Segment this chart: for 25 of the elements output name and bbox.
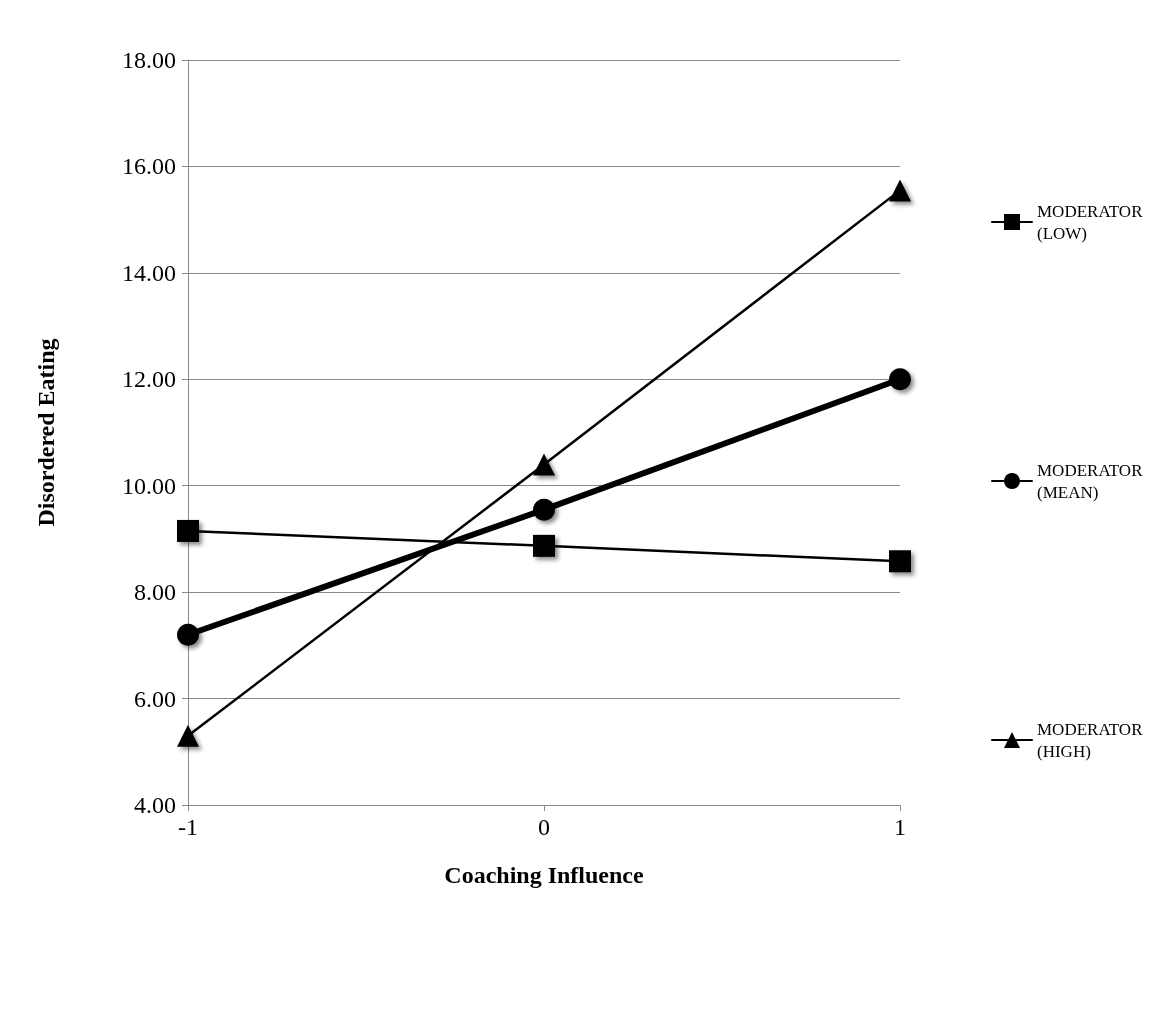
point (889, 550, 911, 573)
legend-label: MODERATOR (HIGH) (1037, 719, 1147, 761)
y-tick-label: 14.00 (122, 259, 176, 286)
x-tick-label: 1 (894, 814, 906, 840)
point (533, 453, 555, 476)
point (889, 179, 911, 202)
point (889, 368, 911, 391)
point (177, 623, 199, 646)
point (177, 724, 199, 747)
x-tick-label: -1 (178, 814, 198, 840)
y-tick-label: 10.00 (122, 472, 176, 499)
x-axis-title: Coaching Influence (444, 862, 645, 888)
y-axis-title: Disordered Eating (33, 338, 59, 527)
y-tick-label: 4.00 (134, 792, 176, 818)
point (177, 519, 199, 542)
y-tick-label: 6.00 (134, 685, 176, 712)
y-tick-label: 18.00 (122, 47, 176, 73)
point (533, 498, 555, 521)
x-tick-label: 0 (538, 814, 550, 840)
legend-label: MODERATOR (LOW) (1037, 201, 1147, 243)
y-tick-label: 16.00 (122, 153, 176, 180)
legend-label: MODERATOR (MEAN) (1037, 460, 1147, 502)
y-tick-label: 12.00 (122, 366, 176, 393)
point (533, 534, 555, 557)
y-tick-label: 8.00 (134, 579, 176, 606)
